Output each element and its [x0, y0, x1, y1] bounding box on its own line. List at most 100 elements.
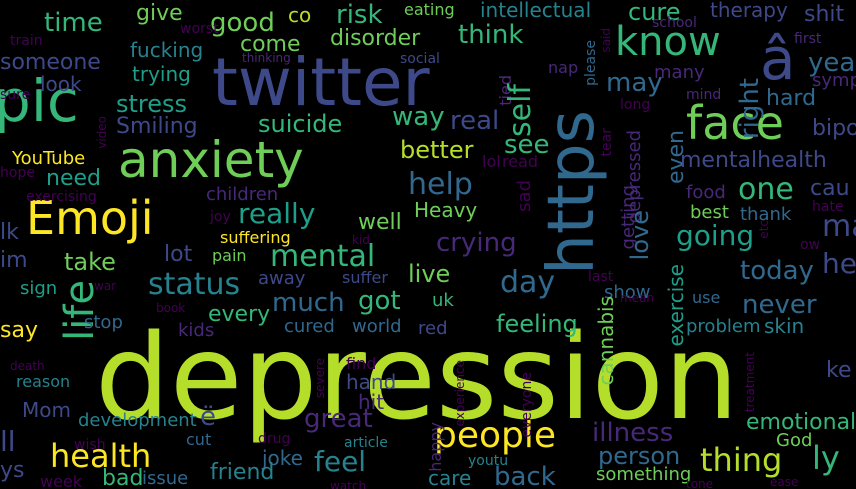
word-drug: drug — [258, 431, 291, 447]
word-therapy: therapy — [710, 0, 788, 22]
word-time: time — [44, 8, 103, 38]
word-person: person — [598, 442, 681, 470]
word-e-uml: ë — [200, 402, 216, 432]
word-cau: cau — [810, 176, 850, 201]
word-death: death — [10, 359, 45, 373]
word-children: children — [206, 184, 279, 205]
word-emotional: emotional — [746, 410, 856, 435]
word-someone: someone — [0, 50, 101, 75]
word-lk: lk — [0, 220, 19, 245]
word-watch: watch — [330, 479, 367, 489]
word-train: train — [10, 33, 43, 49]
word-well: well — [358, 210, 402, 235]
word-bad: bad — [102, 466, 144, 489]
word-look: look — [40, 72, 82, 96]
word-thank: thank — [740, 204, 792, 225]
word-severe: severe — [313, 358, 327, 399]
word-joy: joy — [210, 209, 231, 225]
word-hard: hard — [766, 86, 817, 111]
word-heavy: Heavy — [414, 198, 478, 222]
word-depression: depression — [95, 308, 739, 446]
word-kid: kid — [352, 233, 370, 247]
word-ke: ke — [826, 358, 852, 383]
word-ow: ow — [800, 237, 821, 253]
word-a-circ: â — [760, 25, 796, 93]
word-need: need — [46, 166, 101, 191]
word-mean: mean — [620, 291, 655, 305]
word-mental: mental — [270, 239, 376, 274]
word-crying: crying — [436, 228, 517, 258]
word-use: use — [692, 288, 721, 307]
word-real: real — [450, 106, 500, 136]
word-sign: sign — [20, 278, 58, 299]
word-etc: etc — [757, 220, 771, 239]
word-sad: sad — [514, 180, 535, 212]
word-anxiety: anxiety — [118, 131, 304, 189]
word-back: back — [494, 462, 556, 489]
word-health: health — [50, 437, 152, 475]
word-last: last — [588, 269, 614, 285]
word-way: way — [392, 102, 445, 132]
word-better: better — [400, 136, 474, 164]
word-disorder: disorder — [330, 26, 421, 51]
word-status: status — [148, 267, 241, 302]
word-fucking: fucking — [130, 38, 204, 62]
word-ys: ys — [0, 458, 25, 483]
word-many: many — [654, 62, 705, 83]
word-cannabis: cannabis — [594, 296, 618, 386]
word-ll: ll — [0, 425, 16, 458]
word-hit: hit — [358, 390, 385, 414]
word-experience: experience — [453, 360, 467, 427]
word-cure: cure — [628, 0, 681, 26]
word-please: please — [583, 40, 599, 86]
word-wish: wish — [74, 437, 106, 453]
word-tear: tear — [599, 128, 615, 157]
word-show: show — [604, 282, 651, 303]
word-may: may — [606, 68, 663, 98]
word-article: article — [344, 435, 388, 451]
word-kids: kids — [178, 320, 215, 341]
word-love: love — [626, 210, 654, 261]
word-risk: risk — [336, 0, 383, 30]
word-first: first — [794, 31, 822, 47]
word-im: im — [0, 248, 28, 273]
word-exercising: exercising — [26, 189, 97, 205]
word-stop: stop — [84, 312, 123, 333]
word-thing: thing — [700, 441, 783, 479]
word-great: great — [304, 404, 373, 434]
word-got: got — [358, 286, 401, 316]
word-suffer: suffer — [342, 268, 388, 287]
word-shit: shit — [804, 2, 845, 27]
word-development: development — [78, 410, 197, 431]
word-trying: trying — [132, 62, 191, 86]
word-god: God — [776, 430, 813, 451]
word-week: week — [40, 472, 83, 489]
word-one: one — [738, 172, 794, 207]
word-day: day — [500, 265, 556, 300]
word-exercise: exercise — [664, 264, 688, 347]
word-illness: illness — [592, 418, 674, 448]
word-world: world — [352, 316, 402, 337]
word-he: he — [822, 247, 856, 280]
word-help: help — [408, 167, 473, 202]
word-right: right — [735, 78, 765, 140]
word-ly: ly — [812, 439, 840, 477]
word-mom: Mom — [22, 398, 71, 422]
word-skin: skin — [764, 314, 805, 338]
word-think: think — [458, 20, 524, 50]
word-hope: hope — [0, 165, 35, 181]
word-friend: friend — [210, 460, 275, 485]
word-worst: worst — [180, 21, 219, 37]
word-lot: lot — [164, 242, 193, 267]
word-red: red — [418, 318, 448, 339]
word-hate: hate — [812, 199, 844, 215]
word-happy: happy — [426, 422, 445, 472]
word-youtu: youtu — [468, 453, 509, 469]
word-cured: cured — [284, 316, 335, 337]
word-sure: sure — [0, 87, 31, 103]
word-ease: ease — [770, 475, 799, 489]
word-thinking: thinking — [242, 51, 291, 65]
word-bipo: bipo — [812, 116, 856, 141]
word-stress: stress — [116, 90, 188, 118]
